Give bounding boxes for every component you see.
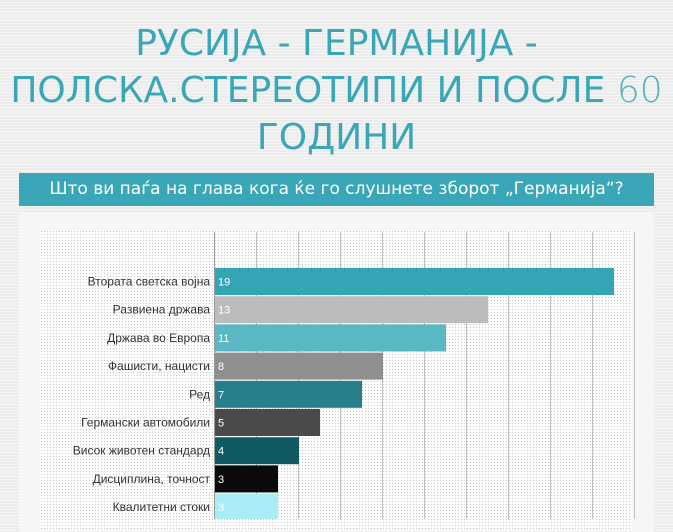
- data-label: 11: [218, 333, 229, 345]
- bar: [215, 493, 278, 519]
- title-line-2-text: ПОЛСКА.СТЕРЕОТИПИ И ПОСЛЕ: [10, 70, 617, 111]
- bar: [215, 409, 320, 436]
- title-line-2-number: 60: [616, 70, 663, 111]
- data-label: 8: [218, 361, 224, 373]
- bar: [215, 296, 488, 324]
- data-label: 3: [218, 474, 224, 486]
- category-label: Развиена држава: [113, 303, 211, 317]
- category-label: Висок животен стандард: [73, 444, 210, 458]
- title-line-1: РУСИЈА - ГЕРМАНИЈА -: [135, 23, 538, 64]
- title-line-2: ПОЛСКА.СТЕРЕОТИПИ И ПОСЛЕ 60: [0, 67, 673, 114]
- data-label: 7: [218, 389, 224, 401]
- bar: [215, 465, 278, 493]
- data-label: 19: [218, 277, 230, 289]
- category-label: Квалитетни стоки: [113, 500, 210, 514]
- data-label: 5: [218, 418, 224, 430]
- bar: [215, 352, 383, 380]
- bar: [215, 380, 362, 408]
- chart-subtitle: Што ви паѓа на глава кога ќе го слушнете…: [19, 173, 654, 206]
- category-label: Ред: [189, 387, 210, 401]
- bar: [215, 324, 446, 352]
- bar: [215, 437, 299, 465]
- category-label: Дисциплина, точност: [93, 472, 211, 486]
- title-line-3: ГОДИНИ: [256, 117, 417, 158]
- category-label: Фашисти, нацисти: [108, 359, 210, 373]
- data-label: 4: [218, 446, 224, 458]
- category-label: Германски автомобили: [81, 416, 210, 430]
- data-label: 3: [218, 502, 224, 514]
- category-label: Втората светска војна: [88, 275, 211, 289]
- bar-chart: 19 Втората светска војна 13 Развиена држава…: [73, 232, 635, 519]
- chart-title: РУСИЈА - ГЕРМАНИЈА - ПОЛСКА.СТЕРЕОТИПИ И…: [0, 20, 673, 161]
- bar: [215, 268, 614, 295]
- data-label: 13: [218, 305, 230, 317]
- category-label: Држава во Европа: [107, 331, 210, 345]
